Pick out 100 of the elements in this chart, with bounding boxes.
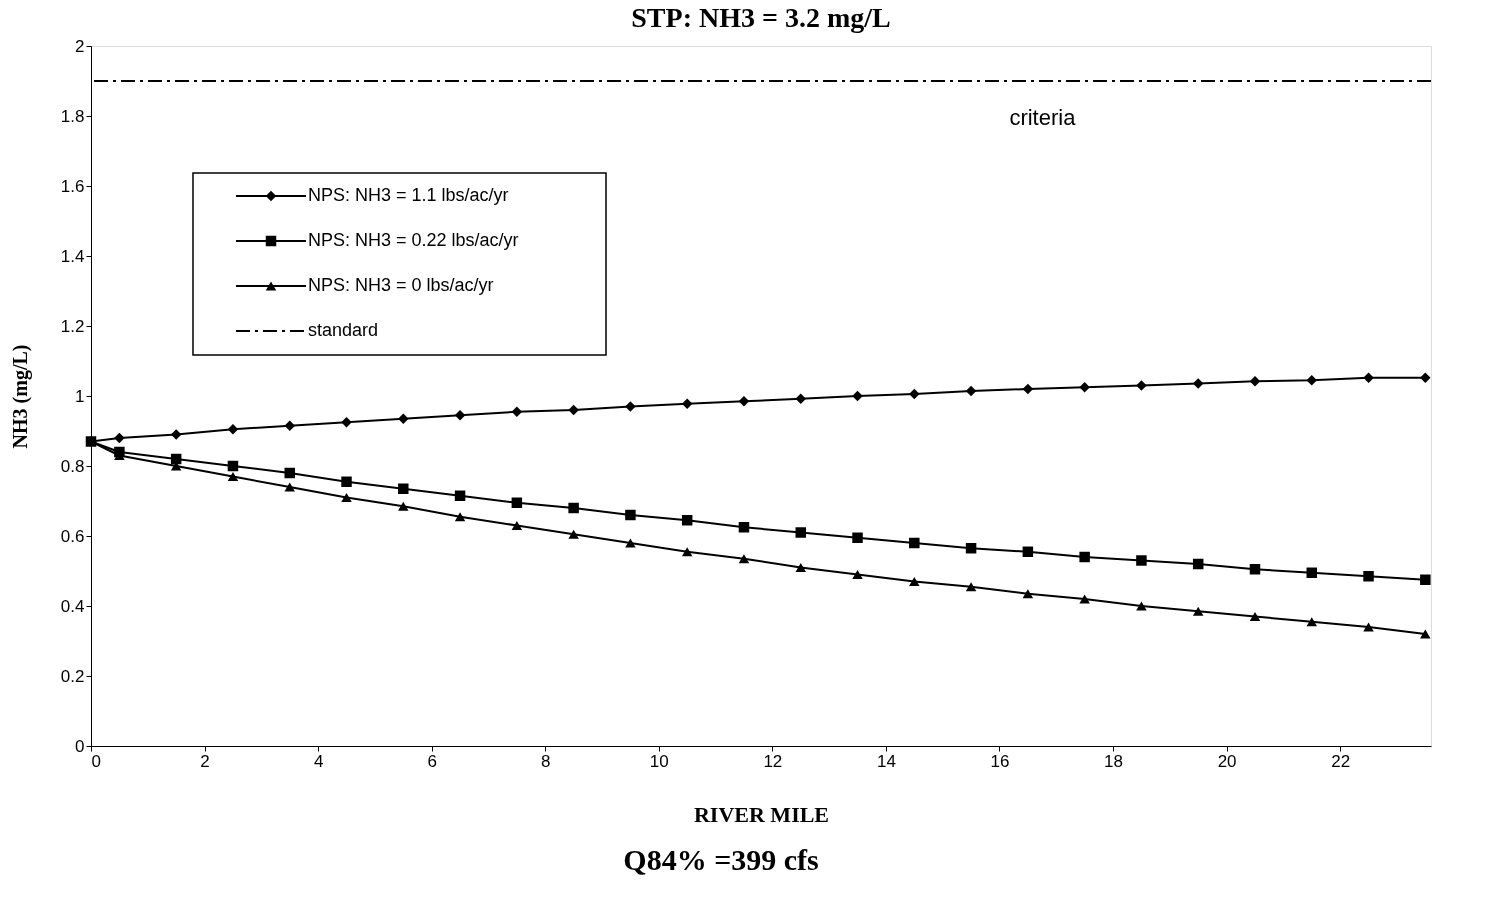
point <box>454 490 466 501</box>
y-axis-title: NH3 (mg/L) <box>8 344 32 449</box>
x-tick-label: 12 <box>763 751 783 771</box>
point <box>1306 567 1318 578</box>
chart-title: STP: NH3 = 3.2 mg/L <box>631 2 891 33</box>
point <box>1079 594 1090 604</box>
point <box>568 502 579 514</box>
annotation: criteria <box>1009 105 1077 130</box>
point <box>227 471 239 482</box>
point <box>852 569 863 580</box>
point <box>795 527 806 538</box>
point <box>341 476 352 487</box>
point <box>795 562 806 573</box>
y-tick-label: 1.2 <box>60 316 85 336</box>
x-tick-label: 8 <box>541 751 551 771</box>
point <box>1136 601 1147 611</box>
point <box>1192 378 1204 389</box>
point <box>1192 606 1204 616</box>
y-tick-label: 0.2 <box>60 666 85 686</box>
point <box>738 396 750 407</box>
legend-label: NPS: NH3 = 0 lbs/ac/yr <box>308 275 494 295</box>
point <box>1079 382 1090 393</box>
point <box>454 512 466 522</box>
point <box>398 413 409 424</box>
x-tick-label: 22 <box>1331 751 1351 771</box>
point <box>568 529 579 539</box>
point <box>795 393 806 405</box>
point <box>852 532 863 543</box>
point <box>284 420 295 431</box>
x-tick-label: 16 <box>990 751 1010 771</box>
point <box>1192 558 1204 570</box>
point <box>1420 372 1431 384</box>
legend-label: NPS: NH3 = 0.22 lbs/ac/yr <box>308 230 519 250</box>
point <box>227 460 239 472</box>
point <box>625 401 636 412</box>
y-tick-label: 0.4 <box>60 596 85 616</box>
point <box>454 410 466 421</box>
x-tick-label: 2 <box>200 751 210 771</box>
y-tick-label: 1.8 <box>60 106 85 126</box>
point <box>625 538 636 548</box>
point <box>852 390 863 402</box>
point <box>227 424 239 435</box>
x-tick-label: 18 <box>1104 751 1123 771</box>
point <box>909 537 920 549</box>
point <box>1022 589 1034 599</box>
point <box>1306 375 1318 386</box>
point <box>398 483 409 494</box>
point <box>341 417 352 428</box>
point <box>681 398 693 409</box>
point <box>1363 372 1374 384</box>
y-tick-label: 1 <box>75 386 85 406</box>
point <box>1420 574 1431 585</box>
point <box>1022 546 1034 557</box>
point <box>1363 622 1374 632</box>
point <box>511 520 523 531</box>
point <box>1249 564 1261 575</box>
x-tick-label: 0 <box>91 751 101 771</box>
point <box>738 522 750 533</box>
y-tick-label: 1.6 <box>60 176 85 196</box>
point <box>965 582 977 592</box>
x-tick-label: 6 <box>427 751 437 771</box>
y-tick-label: 1.4 <box>60 246 85 266</box>
point <box>1363 571 1374 582</box>
point <box>568 404 579 416</box>
point <box>341 492 352 503</box>
point <box>625 509 636 521</box>
point <box>1136 380 1147 391</box>
x-tick-label: 10 <box>649 751 669 771</box>
point <box>284 482 295 492</box>
point <box>170 429 182 440</box>
point <box>909 388 920 400</box>
point <box>1249 611 1261 622</box>
point <box>909 576 920 587</box>
point <box>114 432 125 444</box>
legend-label: NPS: NH3 = 1.1 lbs/ac/yr <box>308 185 509 205</box>
point <box>1136 555 1147 566</box>
point <box>681 515 693 526</box>
x-tick-label: 20 <box>1217 751 1237 771</box>
point <box>284 467 295 479</box>
point <box>1022 383 1034 395</box>
legend-label: standard <box>308 320 379 340</box>
y-tick-label: 2 <box>75 36 85 56</box>
text: Q84% =399 cfs <box>623 843 819 876</box>
y-tick-label: 0.8 <box>60 456 85 476</box>
y-tick-label: 0 <box>75 736 85 756</box>
point <box>1420 629 1431 639</box>
point <box>511 406 523 417</box>
point <box>1306 617 1318 627</box>
y-tick-label: 0.6 <box>60 526 85 546</box>
point <box>1249 376 1261 387</box>
point <box>398 501 409 511</box>
point <box>965 385 977 397</box>
point <box>738 554 750 564</box>
point <box>681 547 693 557</box>
point <box>511 497 523 508</box>
x-axis-title: RIVER MILE <box>693 801 830 827</box>
x-tick-label: 14 <box>876 751 896 771</box>
x-tick-label: 4 <box>313 751 324 771</box>
point <box>1079 551 1090 563</box>
point <box>965 543 977 554</box>
